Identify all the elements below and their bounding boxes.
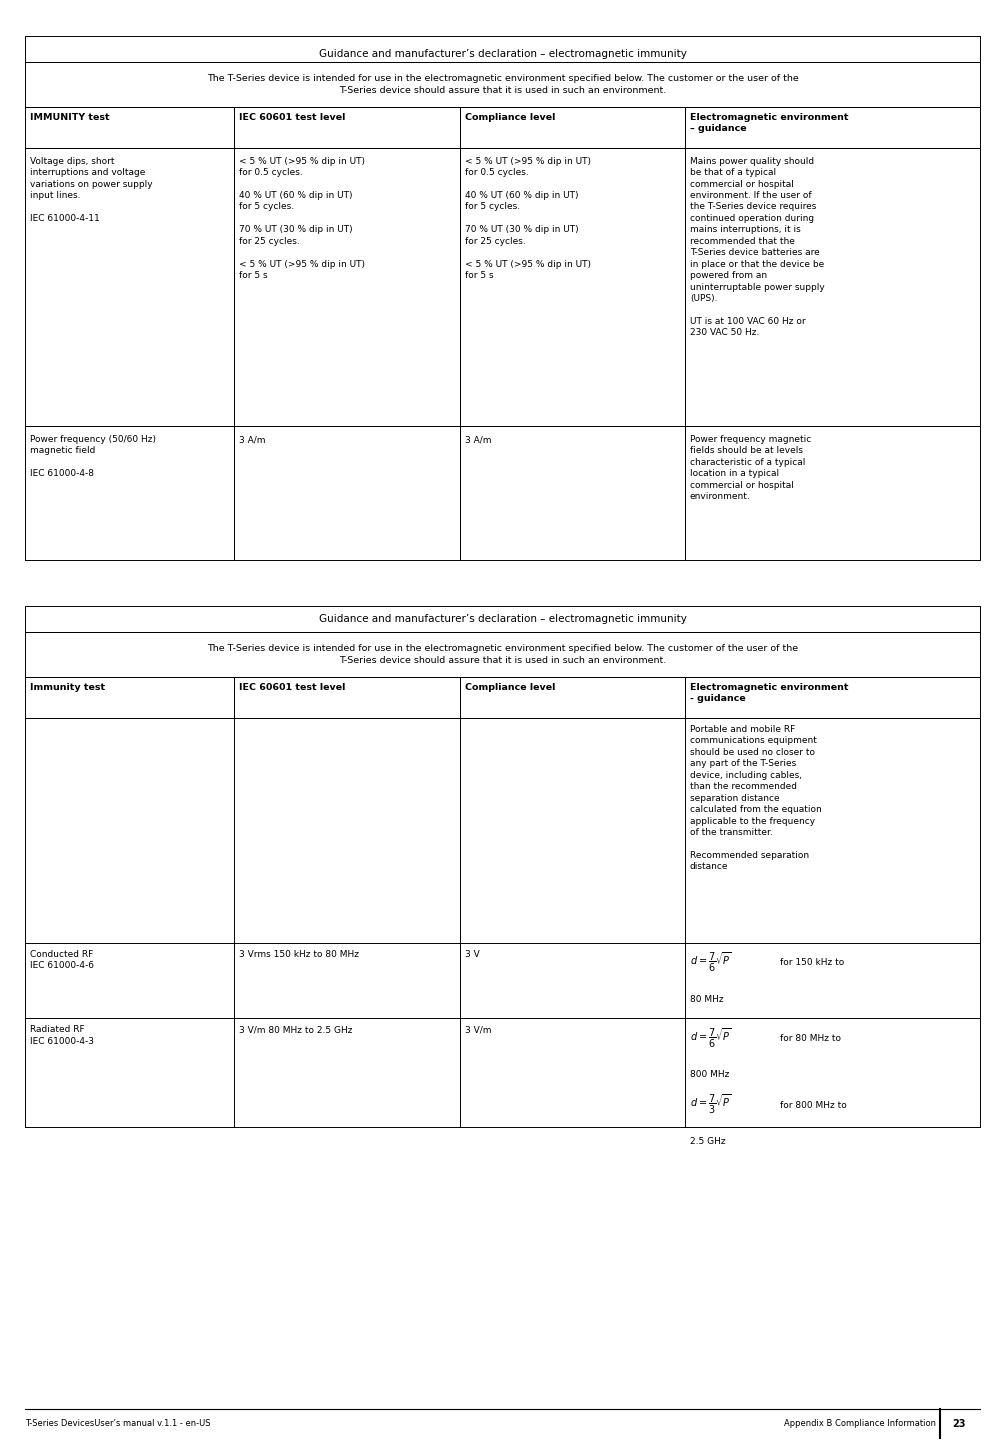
Text: Guidance and manufacturer’s declaration – electromagnetic immunity: Guidance and manufacturer’s declaration …: [319, 49, 686, 59]
Text: 800 MHz: 800 MHz: [689, 1070, 730, 1079]
Text: Power frequency (50/60 Hz)
magnetic field

IEC 61000-4-8: Power frequency (50/60 Hz) magnetic fiel…: [30, 435, 156, 479]
Text: for 800 MHz to: for 800 MHz to: [780, 1101, 847, 1109]
Text: 23: 23: [953, 1420, 966, 1428]
Text: 3 A/m: 3 A/m: [464, 435, 491, 444]
Text: < 5 % UT (>95 % dip in UT)
for 0.5 cycles.

40 % UT (60 % dip in UT)
for 5 cycle: < 5 % UT (>95 % dip in UT) for 0.5 cycle…: [464, 157, 591, 280]
Text: The T-Series device is intended for use in the electromagnetic environment speci: The T-Series device is intended for use …: [207, 644, 798, 666]
Text: IMMUNITY test: IMMUNITY test: [30, 113, 110, 122]
Text: Conducted RF
IEC 61000-4-6: Conducted RF IEC 61000-4-6: [30, 950, 94, 970]
Text: Power frequency magnetic
fields should be at levels
characteristic of a typical
: Power frequency magnetic fields should b…: [689, 435, 811, 502]
Text: $d = \dfrac{7}{6}\sqrt{P}$: $d = \dfrac{7}{6}\sqrt{P}$: [689, 951, 732, 974]
Text: 3 Vrms 150 kHz to 80 MHz: 3 Vrms 150 kHz to 80 MHz: [239, 950, 360, 958]
Text: Compliance level: Compliance level: [464, 113, 555, 122]
Text: Voltage dips, short
interruptions and voltage
variations on power supply
input l: Voltage dips, short interruptions and vo…: [30, 157, 153, 223]
Text: 3 V: 3 V: [464, 950, 479, 958]
Text: Compliance level: Compliance level: [464, 683, 555, 692]
Text: The T-Series device is intended for use in the electromagnetic environment speci: The T-Series device is intended for use …: [207, 74, 798, 96]
Text: 3 V/m: 3 V/m: [464, 1025, 491, 1034]
Text: IEC 60601 test level: IEC 60601 test level: [239, 683, 346, 692]
Text: Electromagnetic environment
– guidance: Electromagnetic environment – guidance: [689, 113, 848, 133]
Text: for 80 MHz to: for 80 MHz to: [780, 1034, 841, 1043]
Text: 80 MHz: 80 MHz: [689, 995, 724, 1003]
Text: 3 V/m 80 MHz to 2.5 GHz: 3 V/m 80 MHz to 2.5 GHz: [239, 1025, 353, 1034]
Text: 3 A/m: 3 A/m: [239, 435, 266, 444]
Text: for 150 kHz to: for 150 kHz to: [780, 958, 844, 967]
Text: $d = \dfrac{7}{3}\sqrt{P}$: $d = \dfrac{7}{3}\sqrt{P}$: [689, 1093, 732, 1116]
Text: IEC 60601 test level: IEC 60601 test level: [239, 113, 346, 122]
Text: Radiated RF
IEC 61000-4-3: Radiated RF IEC 61000-4-3: [30, 1025, 94, 1045]
Text: T-Series DevicesUser’s manual v.1.1 - en-US: T-Series DevicesUser’s manual v.1.1 - en…: [25, 1420, 211, 1428]
Text: Immunity test: Immunity test: [30, 683, 106, 692]
Text: 2.5 GHz: 2.5 GHz: [689, 1137, 726, 1146]
Text: Guidance and manufacturer’s declaration – electromagnetic immunity: Guidance and manufacturer’s declaration …: [319, 615, 686, 624]
Text: < 5 % UT (>95 % dip in UT)
for 0.5 cycles.

40 % UT (60 % dip in UT)
for 5 cycle: < 5 % UT (>95 % dip in UT) for 0.5 cycle…: [239, 157, 366, 280]
Text: Appendix B Compliance Information: Appendix B Compliance Information: [784, 1420, 936, 1428]
Text: $d = \dfrac{7}{6}\sqrt{P}$: $d = \dfrac{7}{6}\sqrt{P}$: [689, 1027, 732, 1050]
Text: Mains power quality should
be that of a typical
commercial or hospital
environme: Mains power quality should be that of a …: [689, 157, 825, 338]
Text: Electromagnetic environment
- guidance: Electromagnetic environment - guidance: [689, 683, 848, 703]
Text: Portable and mobile RF
communications equipment
should be used no closer to
any : Portable and mobile RF communications eq…: [689, 725, 822, 871]
